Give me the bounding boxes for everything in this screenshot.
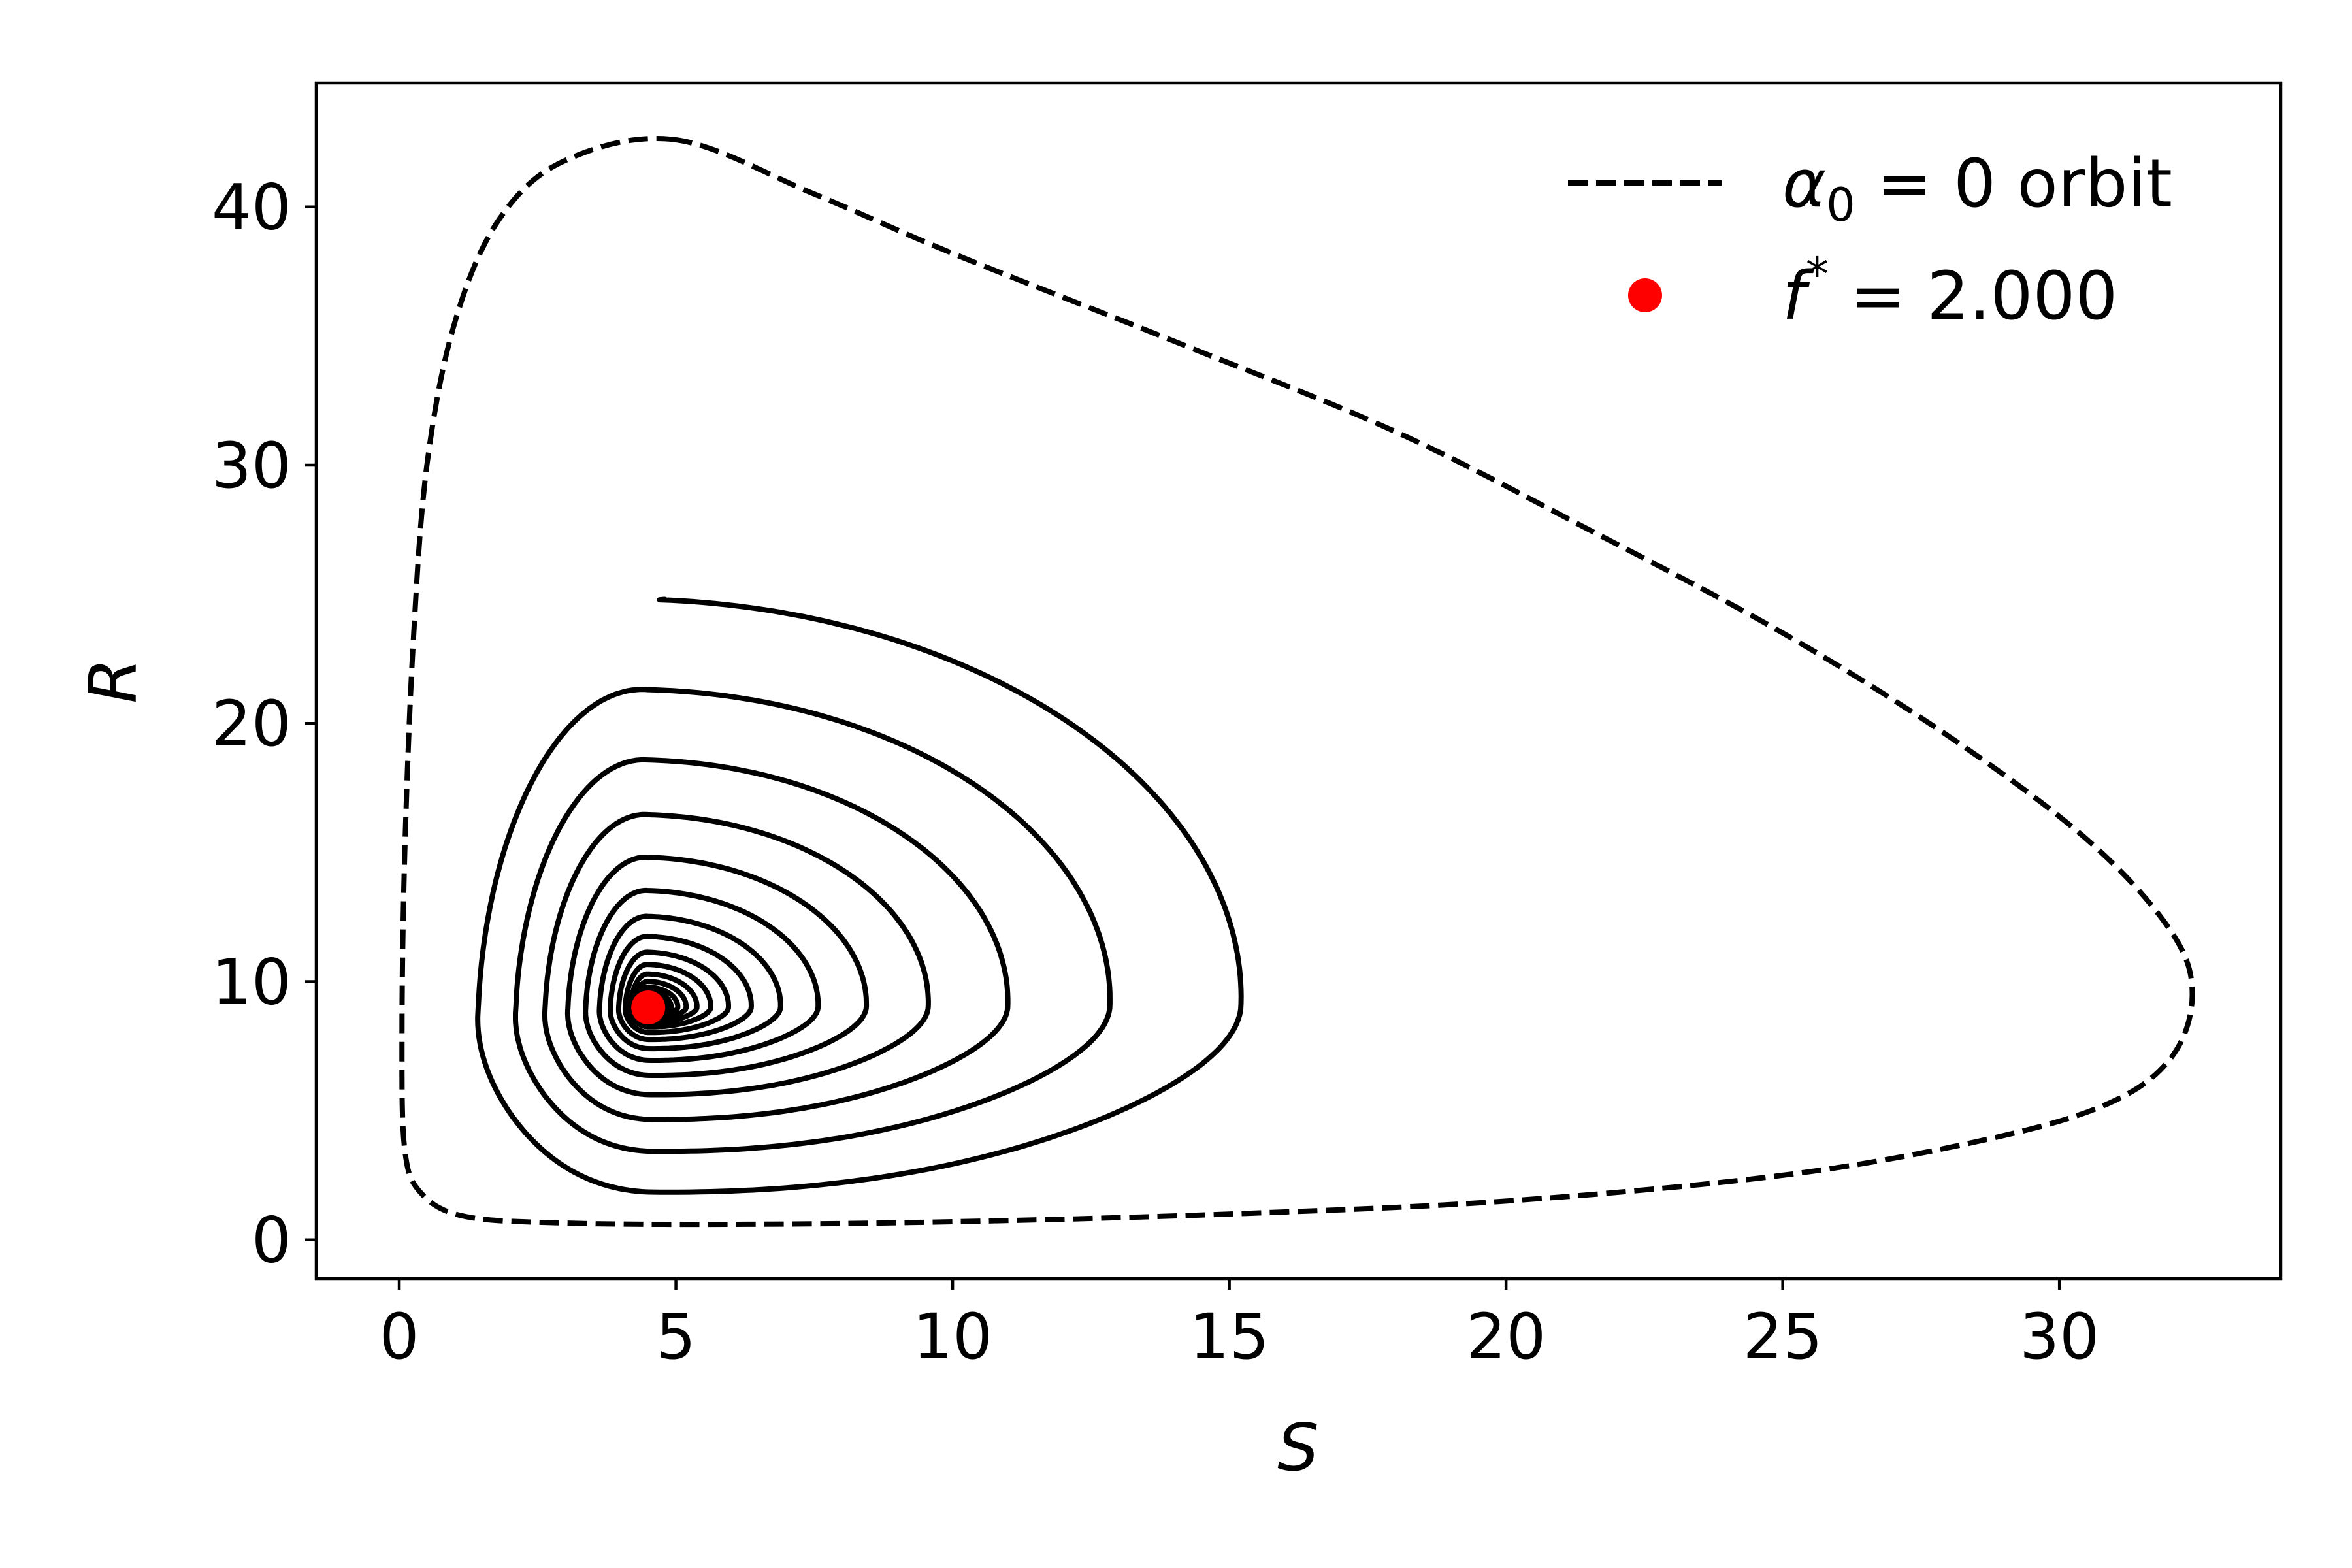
y-tick-label: 10 xyxy=(212,945,291,1019)
legend-fixed-point-swatch xyxy=(1628,278,1662,312)
y-tick-label: 30 xyxy=(212,429,291,502)
legend-orbit-subscript: 0 xyxy=(1826,178,1855,232)
y-axis-ticks: 0 10 20 30 40 xyxy=(212,171,316,1277)
y-tick-label: 40 xyxy=(212,171,291,244)
x-tick-label: 20 xyxy=(1466,1300,1546,1373)
legend-orbit-text: = 0 orbit xyxy=(1855,145,2172,223)
x-tick-label: 5 xyxy=(656,1300,696,1373)
x-tick-label: 10 xyxy=(913,1300,992,1373)
legend-fixed-point-text: = 2.000 xyxy=(1829,257,2117,335)
x-tick-label: 0 xyxy=(380,1300,419,1373)
alpha0-orbit-line xyxy=(399,135,2195,1228)
plot-frame xyxy=(314,81,2283,1281)
legend-orbit-label: α0 = 0 orbit xyxy=(1782,145,2172,232)
legend: α0 = 0 orbit f* = 2.000 xyxy=(1568,145,2172,335)
y-tick-label: 0 xyxy=(252,1204,291,1277)
y-tick-label: 20 xyxy=(212,687,291,760)
x-tick-label: 25 xyxy=(1743,1300,1823,1373)
x-tick-label: 30 xyxy=(2019,1300,2099,1373)
fixed-point-marker xyxy=(631,990,666,1024)
x-axis-ticks: 0 5 10 15 20 25 30 xyxy=(380,1279,2099,1373)
x-axis-label: S xyxy=(1277,1409,1318,1486)
legend-fixed-point-label: f* = 2.000 xyxy=(1782,248,2117,335)
y-axis-label: R xyxy=(75,658,152,703)
legend-orbit-symbol: α xyxy=(1782,145,1826,223)
plot-area xyxy=(399,135,2195,1228)
x-tick-label: 15 xyxy=(1190,1300,1269,1373)
legend-fixed-point-superscript: * xyxy=(1806,248,1829,301)
